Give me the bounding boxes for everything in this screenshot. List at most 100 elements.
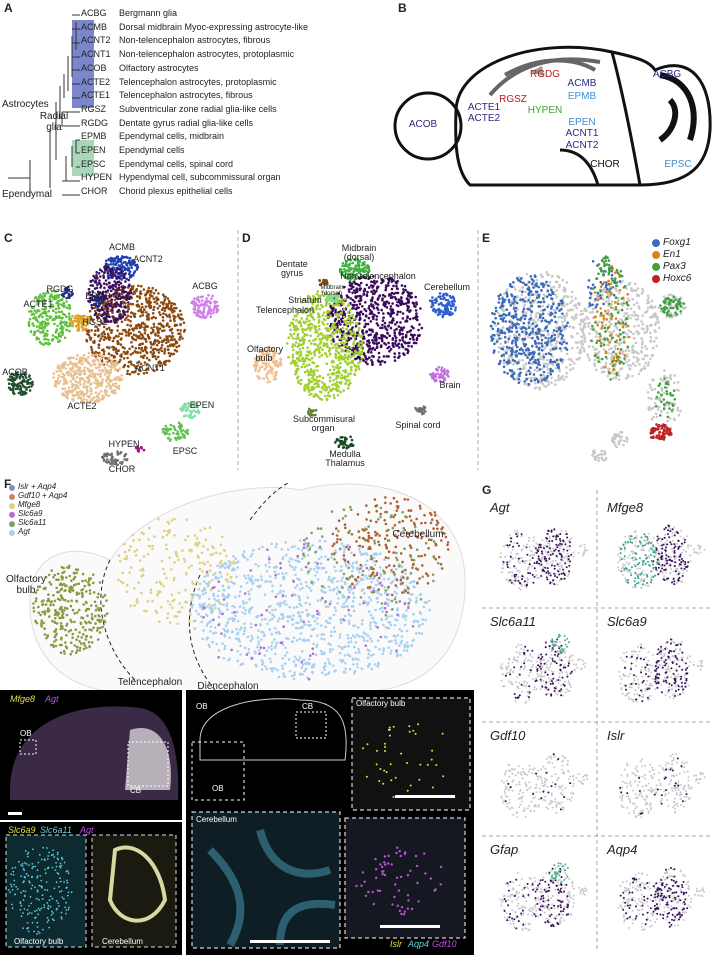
cell-dot <box>641 338 644 341</box>
cell-dot <box>363 319 366 322</box>
cell-dot <box>547 363 550 366</box>
cell-dot <box>300 383 303 386</box>
cell-dot <box>314 338 317 341</box>
cell-dot <box>595 331 598 334</box>
cell-dot <box>358 268 361 271</box>
cell-dot <box>568 358 571 361</box>
cell-dot <box>77 387 80 390</box>
cell-dot <box>323 318 326 321</box>
cell-dot <box>126 357 129 360</box>
cell-dot <box>73 395 76 398</box>
cell-dot <box>150 346 153 349</box>
cell-dot <box>549 349 552 352</box>
cell-dot <box>312 316 315 319</box>
cell-dot <box>300 351 303 354</box>
cell-dot <box>110 302 113 305</box>
cell-dot <box>550 377 553 380</box>
cell-dot <box>399 299 402 302</box>
cell-dot <box>560 378 563 381</box>
cell-dot <box>557 316 560 319</box>
cell-dot <box>92 397 95 400</box>
cell-dot <box>334 319 337 322</box>
cell-dot <box>133 334 136 337</box>
cell-dot <box>156 331 159 334</box>
cell-dot <box>546 359 549 362</box>
cell-dot <box>53 323 56 326</box>
cell-dot <box>377 297 380 300</box>
cell-dot <box>158 341 161 344</box>
cell-dot <box>173 310 176 313</box>
cell-dot <box>162 319 165 322</box>
cell-dot <box>117 318 120 321</box>
cell-dot <box>65 297 68 300</box>
cell-dot <box>603 348 606 351</box>
cell-dot <box>69 323 72 326</box>
cell-dot <box>433 376 436 379</box>
cell-dot <box>306 347 309 350</box>
cell-dot <box>332 309 335 312</box>
cell-dot <box>109 259 112 262</box>
cell-dot <box>376 322 379 325</box>
cell-dot <box>344 360 347 363</box>
cell-dot <box>30 331 33 334</box>
cell-dot <box>42 331 45 334</box>
cell-dot <box>355 346 358 349</box>
cell-dot <box>271 366 274 369</box>
cell-dot <box>290 362 293 365</box>
cell-dot <box>98 346 101 349</box>
cell-dot <box>543 385 546 388</box>
cell-dot <box>634 364 637 367</box>
cell-dot <box>521 287 524 290</box>
cell-dot <box>167 340 170 343</box>
cell-dot <box>123 357 126 360</box>
cell-dot <box>175 346 178 349</box>
cell-dot <box>406 331 409 334</box>
cell-dot <box>101 398 104 401</box>
cell-dot <box>166 336 169 339</box>
cell-dot <box>631 375 634 378</box>
cell-dot <box>397 292 400 295</box>
cell-dot <box>135 324 138 327</box>
cell-dot <box>331 347 334 350</box>
cell-dot <box>145 340 148 343</box>
cell-dot <box>415 301 418 304</box>
cell-dot <box>40 323 43 326</box>
cell-dot <box>355 304 358 307</box>
cell-dot <box>22 379 25 382</box>
cell-dot <box>637 358 640 361</box>
cell-dot <box>331 388 334 391</box>
cell-dot <box>345 324 348 327</box>
cell-dot <box>646 348 649 351</box>
cell-dot <box>76 372 79 375</box>
cell-dot <box>82 378 85 381</box>
cell-dot <box>57 296 60 299</box>
cell-dot <box>158 351 161 354</box>
cell-dot <box>584 340 587 343</box>
cell-dot <box>115 348 118 351</box>
cell-dot <box>58 335 61 338</box>
cell-dot <box>111 457 114 460</box>
cell-dot <box>563 328 566 331</box>
cell-dot <box>336 364 339 367</box>
cell-dot <box>98 302 101 305</box>
cell-dot <box>380 309 383 312</box>
cell-dot <box>348 350 351 353</box>
cell-dot <box>365 361 368 364</box>
cell-dot <box>90 382 93 385</box>
cell-dot <box>347 387 350 390</box>
cell-dot <box>62 388 65 391</box>
cell-dot <box>129 257 132 260</box>
cell-dot <box>173 307 176 310</box>
cell-dot <box>153 306 156 309</box>
cell-dot <box>380 336 383 339</box>
cell-dot <box>372 318 375 321</box>
cell-dot <box>436 369 439 372</box>
cell-dot <box>123 296 126 299</box>
cell-dot <box>116 329 119 332</box>
cell-dot <box>329 315 332 318</box>
cell-dot <box>86 340 89 343</box>
cell-dot <box>347 354 350 357</box>
cell-dot <box>109 379 112 382</box>
cell-dot <box>644 345 647 348</box>
cell-dot <box>569 301 572 304</box>
